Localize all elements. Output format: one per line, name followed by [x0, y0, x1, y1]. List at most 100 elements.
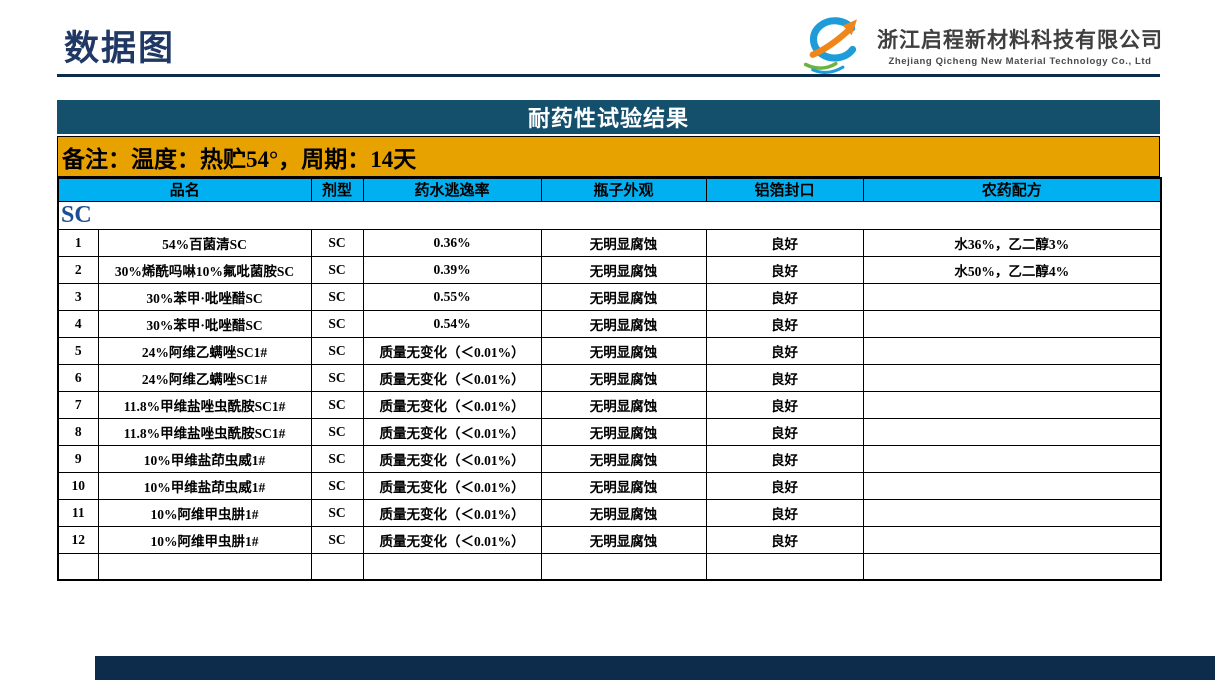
formulation-cell: SC: [310, 498, 364, 527]
formulation-cell: SC: [310, 525, 364, 554]
pesticide-formula-cell: [862, 471, 1162, 500]
row-number: [57, 552, 99, 581]
table-row: 7 11.8%甲维盐唑虫酰胺SC1# SC 质量无变化（＜0.01%） 无明显腐…: [57, 390, 1162, 419]
qicheng-q-icon: [803, 17, 858, 74]
foil-seal-cell: 良好: [705, 282, 864, 311]
table-row: 1 54%百菌清SC SC 0.36% 无明显腐蚀 良好 水36%，乙二醇3%: [57, 228, 1162, 257]
table-row: 2 30%烯酰吗啉10%氟吡菌胺SC SC 0.39% 无明显腐蚀 良好 水50…: [57, 255, 1162, 284]
leak-rate-cell: 0.54%: [362, 309, 542, 338]
pesticide-formula-cell: [862, 525, 1162, 554]
formulation-cell: SC: [310, 336, 364, 365]
bottle-appearance-cell: 无明显腐蚀: [540, 390, 707, 419]
table-row: [57, 552, 1162, 581]
product-name-cell: 11.8%甲维盐唑虫酰胺SC1#: [97, 390, 312, 419]
leak-rate-cell: 质量无变化（＜0.01%）: [362, 363, 542, 392]
product-name-cell: 11.8%甲维盐唑虫酰胺SC1#: [97, 417, 312, 446]
product-name-cell: 10%甲维盐茚虫威1#: [97, 471, 312, 500]
table-row: 3 30%苯甲·吡唑醋SC SC 0.55% 无明显腐蚀 良好: [57, 282, 1162, 311]
page-title: 数据图: [64, 29, 176, 68]
row-number: 1: [57, 228, 99, 257]
foil-seal-cell: 良好: [705, 498, 864, 527]
bottle-appearance-cell: 无明显腐蚀: [540, 282, 707, 311]
formulation-cell: [310, 552, 364, 581]
company-name-en: Zhejiang Qicheng New Material Technology…: [888, 55, 1152, 67]
row-number: 4: [57, 309, 99, 338]
row-number: 9: [57, 444, 99, 473]
foil-seal-cell: 良好: [705, 417, 864, 446]
leak-rate-cell: 质量无变化（＜0.01%）: [362, 525, 542, 554]
company-name-cn: 浙江启程新材料科技有限公司: [877, 28, 1163, 52]
foil-seal-cell: 良好: [705, 228, 864, 257]
col-header-seal: 铝箔封口: [705, 177, 864, 202]
foil-seal-cell: 良好: [705, 525, 864, 554]
leak-rate-cell: 质量无变化（＜0.01%）: [362, 471, 542, 500]
formulation-cell: SC: [310, 363, 364, 392]
table-row: 9 10%甲维盐茚虫威1# SC 质量无变化（＜0.01%） 无明显腐蚀 良好: [57, 444, 1162, 473]
leak-rate-cell: 质量无变化（＜0.01%）: [362, 498, 542, 527]
row-number: 6: [57, 363, 99, 392]
bottle-appearance-cell: 无明显腐蚀: [540, 525, 707, 554]
foil-seal-cell: 良好: [705, 444, 864, 473]
bottle-appearance-cell: 无明显腐蚀: [540, 336, 707, 365]
results-table: 品名 剂型 药水逃逸率 瓶子外观 铝箔封口 农药配方 SC 1 54%百菌清SC…: [57, 177, 1163, 581]
table-body: 1 54%百菌清SC SC 0.36% 无明显腐蚀 良好 水36%，乙二醇3% …: [57, 228, 1162, 581]
row-number: 11: [57, 498, 99, 527]
bottle-appearance-cell: 无明显腐蚀: [540, 417, 707, 446]
row-number: 8: [57, 417, 99, 446]
col-header-name: 品名: [57, 177, 312, 202]
table-row: 5 24%阿维乙螨唑SC1# SC 质量无变化（＜0.01%） 无明显腐蚀 良好: [57, 336, 1162, 365]
note-bar: 备注：温度：热贮54°，周期：14天: [57, 136, 1160, 177]
pesticide-formula-cell: [862, 417, 1162, 446]
formulation-cell: SC: [310, 228, 364, 257]
foil-seal-cell: 良好: [705, 363, 864, 392]
bottle-appearance-cell: 无明显腐蚀: [540, 255, 707, 284]
leak-rate-cell: 质量无变化（＜0.01%）: [362, 390, 542, 419]
pesticide-formula-cell: 水50%，乙二醇4%: [862, 255, 1162, 284]
foil-seal-cell: 良好: [705, 336, 864, 365]
col-header-form: 剂型: [310, 177, 364, 202]
foil-seal-cell: 良好: [705, 471, 864, 500]
pesticide-formula-cell: [862, 363, 1162, 392]
product-name-cell: 24%阿维乙螨唑SC1#: [97, 363, 312, 392]
product-name-cell: 54%百菌清SC: [97, 228, 312, 257]
formulation-cell: SC: [310, 282, 364, 311]
foil-seal-cell: 良好: [705, 255, 864, 284]
product-name-cell: 30%苯甲·吡唑醋SC: [97, 282, 312, 311]
company-logo: 浙江启程新材料科技有限公司 Zhejiang Qicheng New Mater…: [795, 14, 1163, 76]
bottle-appearance-cell: 无明显腐蚀: [540, 471, 707, 500]
table-row: 8 11.8%甲维盐唑虫酰胺SC1# SC 质量无变化（＜0.01%） 无明显腐…: [57, 417, 1162, 446]
section-label: SC: [57, 200, 1162, 230]
formulation-cell: SC: [310, 309, 364, 338]
formulation-cell: SC: [310, 417, 364, 446]
row-number: 2: [57, 255, 99, 284]
result-banner: 耐药性试验结果: [57, 100, 1160, 134]
header-row: 品名 剂型 药水逃逸率 瓶子外观 铝箔封口 农药配方: [57, 177, 1162, 202]
row-number: 5: [57, 336, 99, 365]
table-row: 12 10%阿维甲虫肼1# SC 质量无变化（＜0.01%） 无明显腐蚀 良好: [57, 525, 1162, 554]
pesticide-formula-cell: [862, 309, 1162, 338]
table-row: 11 10%阿维甲虫肼1# SC 质量无变化（＜0.01%） 无明显腐蚀 良好: [57, 498, 1162, 527]
col-header-bottle: 瓶子外观: [540, 177, 707, 202]
pesticide-formula-cell: [862, 282, 1162, 311]
formulation-cell: SC: [310, 390, 364, 419]
col-header-formula: 农药配方: [862, 177, 1162, 202]
section-row: SC: [57, 200, 1162, 230]
row-number: 3: [57, 282, 99, 311]
bottle-appearance-cell: 无明显腐蚀: [540, 444, 707, 473]
bottle-appearance-cell: 无明显腐蚀: [540, 228, 707, 257]
product-name-cell: 10%阿维甲虫肼1#: [97, 525, 312, 554]
pesticide-formula-cell: [862, 444, 1162, 473]
formulation-cell: SC: [310, 471, 364, 500]
leak-rate-cell: 质量无变化（＜0.01%）: [362, 444, 542, 473]
product-name-cell: 10%阿维甲虫肼1#: [97, 498, 312, 527]
pesticide-formula-cell: [862, 390, 1162, 419]
formulation-cell: SC: [310, 255, 364, 284]
note-text: 备注：温度：热贮54°，周期：14天: [62, 146, 417, 172]
leak-rate-cell: 0.55%: [362, 282, 542, 311]
bottle-appearance-cell: 无明显腐蚀: [540, 498, 707, 527]
bottle-appearance-cell: [540, 552, 707, 581]
product-name-cell: 30%苯甲·吡唑醋SC: [97, 309, 312, 338]
formulation-cell: SC: [310, 444, 364, 473]
row-number: 7: [57, 390, 99, 419]
leak-rate-cell: [362, 552, 542, 581]
